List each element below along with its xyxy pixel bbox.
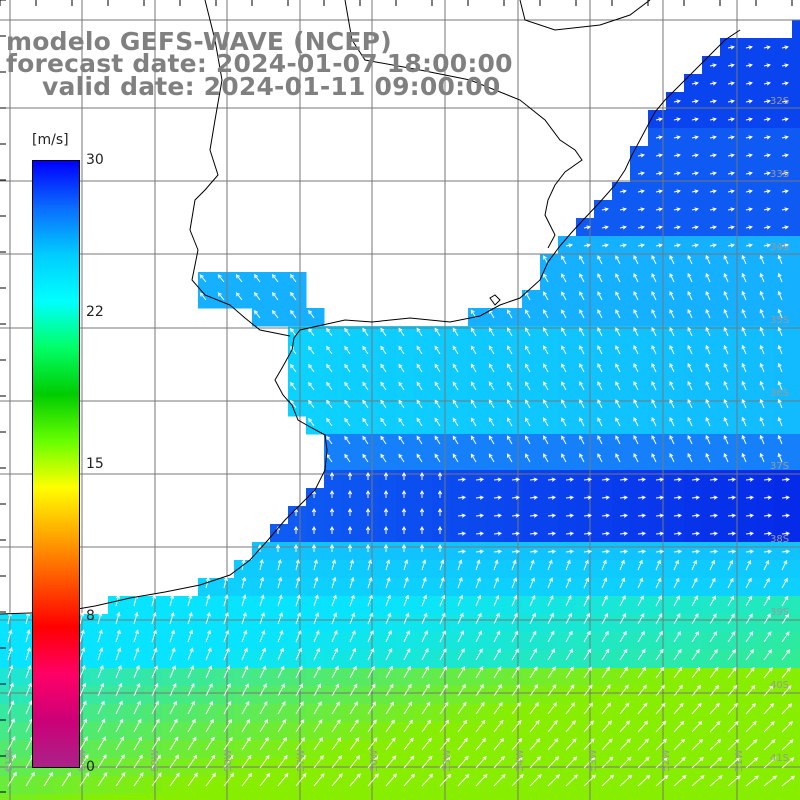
coast-island bbox=[489, 294, 501, 306]
forecast-date: forecast date: 2024-01-07 18:00:00 bbox=[6, 49, 513, 78]
lon-label: 58W bbox=[223, 749, 234, 772]
lat-label: 40S bbox=[770, 680, 789, 691]
lat-label: 36S bbox=[770, 388, 789, 399]
colorbar-tick-0: 0 bbox=[86, 759, 95, 775]
lon-label: 57W bbox=[296, 749, 307, 772]
coastline bbox=[0, 29, 741, 615]
lon-label: 56W bbox=[369, 749, 380, 772]
lon-label: 54W bbox=[515, 749, 526, 772]
valid-date: valid date: 2024-01-11 09:00:00 bbox=[42, 72, 501, 101]
lat-label: 34S bbox=[770, 242, 789, 253]
lat-label: 35S bbox=[770, 315, 789, 326]
colorbar-tick-22: 22 bbox=[86, 304, 104, 320]
lat-label: 32S bbox=[770, 96, 789, 107]
border-brazil-uruguay bbox=[344, 0, 583, 249]
model-title: modelo GEFS-WAVE (NCEP) bbox=[6, 27, 392, 56]
axis-labels: 32S 33S 34S 35S 36S 37S 38S 39S 40S 41S 61W 60W 59W 5… bbox=[4, 96, 789, 772]
lon-label: 55W bbox=[442, 749, 453, 772]
lon-label: 53W bbox=[588, 749, 599, 772]
wind-speed-field bbox=[0, 20, 800, 800]
lat-label: 33S bbox=[770, 169, 789, 180]
border-north bbox=[519, 0, 651, 31]
colorbar-tick-8: 8 bbox=[86, 608, 95, 624]
lat-label: 38S bbox=[770, 534, 789, 545]
lat-label: 37S bbox=[770, 461, 789, 472]
lat-label: 41S bbox=[770, 753, 789, 764]
colorbar-tick-30: 30 bbox=[86, 152, 104, 168]
lon-label: 60W bbox=[77, 749, 88, 772]
wind-arrows bbox=[7, 27, 796, 787]
lon-label: 52W bbox=[661, 749, 672, 772]
colorbar-units: [m/s] bbox=[32, 132, 69, 148]
river-uruguay bbox=[189, 0, 291, 337]
lon-label: 51W bbox=[734, 749, 745, 772]
lon-label: 61W bbox=[4, 749, 15, 772]
lat-label: 39S bbox=[770, 607, 789, 618]
lon-label: 59W bbox=[150, 749, 161, 772]
colorbar bbox=[32, 160, 80, 768]
colorbar-tick-15: 15 bbox=[86, 456, 104, 472]
